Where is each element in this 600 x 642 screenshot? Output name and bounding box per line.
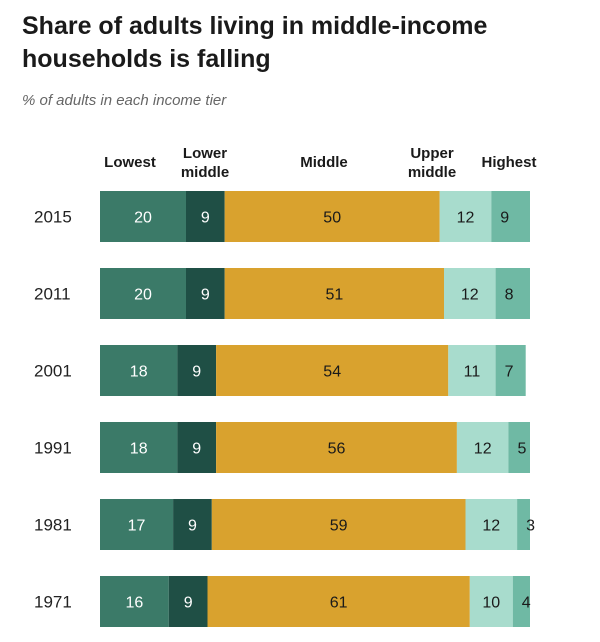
bar-segment-lowest: [100, 191, 186, 242]
bar-segment-middle: [224, 268, 444, 319]
bar-segment-lowest: [100, 268, 186, 319]
bar-segment-middle: [216, 345, 449, 396]
data-label-highest: 3: [526, 518, 535, 535]
bar-segment-highest: [495, 268, 530, 319]
bar-segment-upper-middle: [456, 422, 509, 473]
year-label: 2001: [34, 362, 72, 381]
data-label-middle: 54: [323, 364, 341, 381]
legend-item-lower-middle-line-2: middle: [181, 164, 229, 181]
year-label: 1971: [34, 593, 72, 612]
legend-item-lowest: Lowest: [104, 154, 156, 171]
legend-item-highest: Highest: [481, 154, 536, 171]
legend-item-upper-middle-line-2: middle: [408, 164, 456, 181]
bar-segment-lower-middle: [173, 499, 212, 550]
data-label-upper-middle: 12: [474, 441, 492, 458]
chart-title: Share of adults living in middle-income …: [22, 12, 488, 73]
bar-segment-upper-middle: [439, 191, 492, 242]
bar-segment-highest: [517, 499, 530, 550]
bar-segment-lowest: [100, 499, 174, 550]
data-label-highest: 9: [500, 210, 509, 227]
data-label-middle: 51: [325, 287, 343, 304]
data-label-lowest: 20: [134, 287, 152, 304]
data-label-middle: 59: [330, 518, 348, 535]
legend-item-lower-middle-line-1: Lower: [183, 145, 227, 162]
data-label-middle: 61: [330, 595, 348, 612]
year-label: 1991: [34, 439, 72, 458]
legend-item-middle: Middle: [300, 154, 348, 171]
bar-segment-middle: [224, 191, 440, 242]
bar-segment-lower-middle: [186, 191, 225, 242]
data-label-lowest: 18: [130, 441, 148, 458]
data-label-lowest: 18: [130, 364, 148, 381]
data-label-upper-middle: 10: [482, 595, 500, 612]
data-label-lowest: 20: [134, 210, 152, 227]
data-label-highest: 5: [518, 441, 527, 458]
bar-segment-lower-middle: [177, 422, 217, 473]
data-label-upper-middle: 12: [457, 210, 475, 227]
bar-segment-lower-middle: [168, 576, 208, 627]
legend-item-upper-middle-line-1: Upper: [410, 145, 454, 162]
year-label: 1981: [34, 516, 72, 535]
data-label-highest: 4: [522, 595, 531, 612]
bar-segment-lowest: [100, 422, 178, 473]
bar-segment-highest: [508, 422, 530, 473]
year-label: 2015: [34, 208, 72, 227]
year-label: 2011: [34, 285, 71, 304]
bar-segment-lower-middle: [177, 345, 217, 396]
data-label-highest: 8: [505, 287, 514, 304]
bar-segment-middle: [207, 576, 470, 627]
data-label-lower-middle: 9: [201, 287, 210, 304]
bar-segment-lowest: [100, 345, 178, 396]
bar-row-1991: 1991 18 9 56 12 5: [34, 422, 530, 473]
bar-segment-highest: [495, 345, 526, 396]
bar-segment-upper-middle: [444, 268, 496, 319]
bar-segment-upper-middle: [469, 576, 513, 627]
data-label-highest: 7: [505, 364, 514, 381]
data-label-middle: 56: [328, 441, 346, 458]
data-label-lower-middle: 9: [184, 595, 193, 612]
bar-segment-highest: [512, 576, 530, 627]
bar-segment-upper-middle: [448, 345, 496, 396]
bar-row-2015: 2015 20 9 50 12 9: [34, 191, 530, 242]
bar-segment-lower-middle: [186, 268, 225, 319]
data-label-lower-middle: 9: [192, 441, 201, 458]
bar-row-2011: 2011 20 9 51 12 8: [34, 268, 530, 319]
data-label-lower-middle: 9: [192, 364, 201, 381]
bar-row-1981: 1981 17 9 59 12 3: [34, 499, 535, 550]
data-label-upper-middle: 12: [482, 518, 500, 535]
bar-segment-middle: [216, 422, 457, 473]
data-label-upper-middle: 11: [464, 364, 481, 381]
legend: Lowest Lower middle Middle Upper middle Highes…: [104, 145, 536, 181]
chart-subtitle: % of adults in each income tier: [22, 92, 227, 109]
data-label-lowest: 16: [126, 595, 144, 612]
bar-segment-middle: [211, 499, 466, 550]
bar-row-2001: 2001 18 9 54 11 7: [34, 345, 526, 396]
data-label-middle: 50: [323, 210, 341, 227]
bar-segment-lowest: [100, 576, 169, 627]
bar-segment-highest: [491, 191, 530, 242]
bar-row-1971: 1971 16 9 61 10 4: [34, 576, 531, 627]
bar-segment-upper-middle: [465, 499, 518, 550]
data-label-lowest: 17: [128, 518, 146, 535]
data-label-lower-middle: 9: [201, 210, 210, 227]
data-label-lower-middle: 9: [188, 518, 197, 535]
data-label-upper-middle: 12: [461, 287, 479, 304]
